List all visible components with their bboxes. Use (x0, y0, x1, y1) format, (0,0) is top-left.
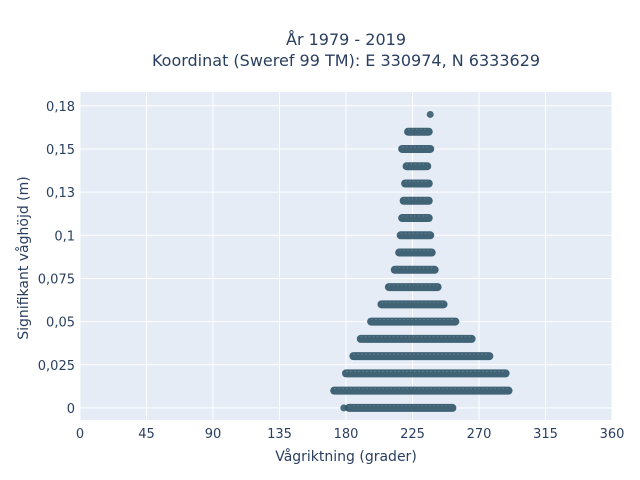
y-tick-label: 0,025 (38, 359, 75, 374)
data-point (426, 110, 434, 118)
chart-title-line-2: Koordinat (Sweref 99 TM): E 330974, N 63… (152, 51, 540, 70)
x-tick-label: 180 (334, 427, 359, 442)
data-points (330, 110, 513, 412)
y-tick-label: 0,1 (54, 229, 75, 244)
x-axis-title: Vågriktning (grader) (275, 448, 417, 465)
x-tick-label: 0 (76, 427, 84, 442)
x-tick-labels: 0 45 90 135 180 225 270 315 360 (76, 427, 625, 442)
x-tick-label: 225 (400, 427, 425, 442)
chart-title-line-1: År 1979 - 2019 (286, 30, 406, 49)
y-axis-title: Signifikant våghöjd (m) (15, 176, 32, 339)
y-tick-label: 0,15 (46, 143, 75, 158)
x-tick-label: 45 (138, 427, 155, 442)
x-tick-label: 360 (600, 427, 625, 442)
y-tick-label: 0 (67, 402, 75, 417)
y-tick-label: 0,05 (46, 316, 75, 331)
y-tick-labels: 0 0,025 0,05 0,075 0,1 0,13 0,15 0,18 (38, 100, 75, 417)
y-tick-label: 0,075 (38, 272, 75, 287)
data-point (340, 404, 348, 412)
x-tick-label: 90 (205, 427, 222, 442)
x-tick-label: 135 (267, 427, 292, 442)
y-tick-label: 0,13 (46, 186, 75, 201)
x-tick-label: 315 (533, 427, 558, 442)
x-tick-label: 270 (467, 427, 492, 442)
y-tick-label: 0,18 (46, 100, 75, 115)
